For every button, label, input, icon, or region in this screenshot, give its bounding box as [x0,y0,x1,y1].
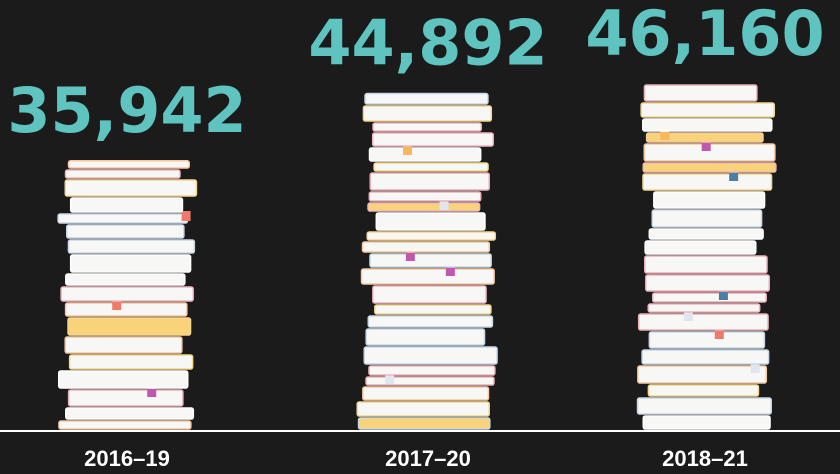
paper-stack [638,83,776,430]
value-label: 46,160 [585,0,824,70]
sheet [365,94,488,104]
sheet [648,304,759,312]
sheet [71,255,191,272]
sheet [69,161,190,168]
sheet [652,210,761,227]
sheet [364,347,497,364]
sheet [67,225,184,238]
sheet [368,203,480,211]
sheet [368,316,492,327]
sheet [654,192,765,208]
category-label: 2018–21 [662,446,748,471]
sheet [370,148,481,161]
sheet [370,173,489,190]
sheet [363,387,489,400]
sheet [649,332,764,348]
sheet [66,274,185,285]
sheet [373,286,486,303]
sheet [375,305,491,314]
paper-stack [357,93,497,430]
sheet [68,240,194,253]
sheet [363,242,490,252]
paper-stack [58,160,196,430]
sheet [366,329,484,345]
sheet [373,133,493,146]
sheet [58,214,187,223]
sheet [374,163,488,171]
sheet [369,366,495,375]
sheet [369,192,480,201]
sheet [639,314,768,330]
sheet [643,416,770,429]
sheet [645,256,767,273]
sheet [641,103,774,117]
sheet [71,198,183,212]
sheet [367,232,495,240]
sheet [653,293,767,302]
sheet [66,408,194,419]
sheet [61,287,193,301]
sheet [643,174,772,190]
sheet [359,418,490,429]
sheet [59,421,191,429]
sheet [648,385,758,396]
value-label: 35,942 [7,74,246,147]
chart: 2016–19 35,942 2017–20 44,892 2018–21 46,160 [0,0,840,474]
sheet [376,213,485,230]
sheet [69,390,183,406]
sheet [649,229,763,239]
sheet [59,371,188,388]
sheet [357,402,489,416]
sheet [373,123,481,131]
sheet [638,366,766,383]
sheet [66,170,180,178]
sheet [363,106,491,121]
sheet [646,275,769,291]
sheet [370,254,491,267]
sheet [644,85,756,101]
sticky-note [182,211,191,221]
sheet [645,241,756,254]
category-label: 2016–19 [84,446,170,471]
sheet [643,163,776,172]
sheet [70,355,193,369]
sheet [362,269,495,284]
sheet [65,337,182,353]
value-label: 44,892 [308,7,547,80]
sheet [643,119,772,131]
sheet [68,318,190,335]
sheet [638,398,772,414]
category-label: 2017–20 [385,446,471,471]
sheet [642,350,768,364]
sheet [65,180,196,196]
sheet [66,303,187,316]
